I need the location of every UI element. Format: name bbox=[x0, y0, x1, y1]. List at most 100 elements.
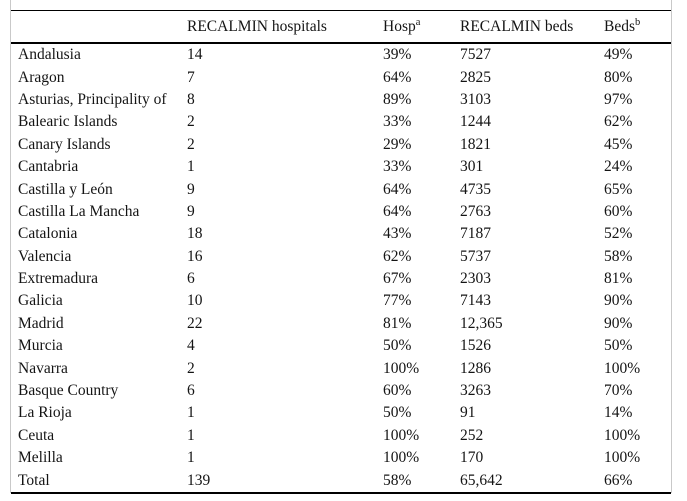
region-cell: Balearic Islands bbox=[18, 113, 118, 131]
value-cell: 10 bbox=[187, 292, 203, 310]
table-row: Canary Islands 2 29% 1821 45% bbox=[11, 134, 671, 156]
value-cell: 2763 bbox=[460, 202, 491, 220]
value-cell: 60% bbox=[383, 382, 412, 400]
table-row: Aragon 7 64% 2825 80% bbox=[11, 66, 671, 88]
value-cell: 43% bbox=[383, 225, 412, 243]
value-cell: 4 bbox=[187, 337, 195, 355]
header-hosp-label: Hosp bbox=[383, 17, 416, 35]
value-cell: 64% bbox=[383, 202, 412, 220]
value-cell: 22 bbox=[187, 314, 203, 332]
table-row: Murcia 4 50% 1526 50% bbox=[11, 335, 671, 357]
value-cell: 50% bbox=[383, 404, 412, 422]
table-row: Balearic Islands 2 33% 1244 62% bbox=[11, 111, 671, 133]
value-cell: 100% bbox=[383, 449, 420, 467]
value-cell: 252 bbox=[460, 426, 484, 444]
value-cell: 1821 bbox=[460, 135, 491, 153]
region-cell: Ceuta bbox=[18, 426, 55, 444]
value-cell: 1 bbox=[187, 404, 195, 422]
value-cell: 67% bbox=[383, 270, 412, 288]
region-cell: Valencia bbox=[18, 247, 72, 265]
value-cell: 2825 bbox=[460, 68, 491, 86]
region-cell: Catalonia bbox=[18, 225, 78, 243]
value-cell: 12,365 bbox=[460, 314, 503, 332]
value-cell: 50% bbox=[383, 337, 412, 355]
value-cell: 24% bbox=[604, 158, 633, 176]
header-beds-label: Beds bbox=[604, 17, 635, 35]
value-cell: 139 bbox=[187, 471, 211, 489]
header-recalmin-hospitals: RECALMIN hospitals bbox=[187, 10, 383, 44]
header-hosp-pct: Hospa bbox=[383, 10, 460, 44]
value-cell: 3103 bbox=[460, 90, 491, 108]
region-cell: Murcia bbox=[18, 337, 63, 355]
value-cell: 170 bbox=[460, 449, 484, 467]
value-cell: 100% bbox=[604, 359, 641, 377]
value-cell: 2 bbox=[187, 113, 195, 131]
value-cell: 50% bbox=[604, 337, 633, 355]
value-cell: 89% bbox=[383, 90, 412, 108]
value-cell: 6 bbox=[187, 270, 195, 288]
table-row: Navarra 2 100% 1286 100% bbox=[11, 357, 671, 379]
value-cell: 100% bbox=[383, 426, 420, 444]
value-cell: 8 bbox=[187, 90, 195, 108]
value-cell: 49% bbox=[604, 46, 633, 64]
region-cell: Canary Islands bbox=[18, 135, 111, 153]
table-row: Valencia 16 62% 5737 58% bbox=[11, 246, 671, 268]
table-body: Andalusia 14 39% 7527 49% Aragon 7 64% 2825 80% As… bbox=[11, 43, 671, 493]
value-cell: 2 bbox=[187, 359, 195, 377]
value-cell: 16 bbox=[187, 247, 203, 265]
header-row: RECALMIN hospitals Hospa RECALMIN beds B… bbox=[11, 10, 671, 44]
value-cell: 7527 bbox=[460, 46, 491, 64]
table-row: Total 139 58% 65,642 66% bbox=[11, 469, 671, 492]
region-cell: Madrid bbox=[18, 314, 64, 332]
value-cell: 90% bbox=[604, 292, 633, 310]
value-cell: 65% bbox=[604, 180, 633, 198]
region-cell: Aragon bbox=[18, 68, 65, 86]
value-cell: 5737 bbox=[460, 247, 491, 265]
value-cell: 64% bbox=[383, 68, 412, 86]
value-cell: 64% bbox=[383, 180, 412, 198]
recalmin-table: RECALMIN hospitals Hospa RECALMIN beds B… bbox=[11, 10, 671, 494]
table-row: Basque Country 6 60% 3263 70% bbox=[11, 380, 671, 402]
region-cell: La Rioja bbox=[18, 404, 72, 422]
value-cell: 1286 bbox=[460, 359, 491, 377]
value-cell: 81% bbox=[604, 270, 633, 288]
value-cell: 58% bbox=[604, 247, 633, 265]
value-cell: 66% bbox=[604, 471, 633, 489]
value-cell: 52% bbox=[604, 225, 633, 243]
value-cell: 3263 bbox=[460, 382, 491, 400]
value-cell: 80% bbox=[604, 68, 633, 86]
region-cell: Melilla bbox=[18, 449, 63, 467]
region-cell: Navarra bbox=[18, 359, 68, 377]
header-region bbox=[11, 10, 187, 44]
header-recalmin-beds: RECALMIN beds bbox=[460, 10, 604, 44]
value-cell: 65,642 bbox=[460, 471, 503, 489]
value-cell: 18 bbox=[187, 225, 203, 243]
value-cell: 58% bbox=[383, 471, 412, 489]
value-cell: 1 bbox=[187, 449, 195, 467]
table-row: Ceuta 1 100% 252 100% bbox=[11, 425, 671, 447]
value-cell: 2 bbox=[187, 135, 195, 153]
table-row: Galicia 10 77% 7143 90% bbox=[11, 290, 671, 312]
value-cell: 77% bbox=[383, 292, 412, 310]
value-cell: 7187 bbox=[460, 225, 491, 243]
value-cell: 90% bbox=[604, 314, 633, 332]
region-cell: Total bbox=[18, 471, 50, 489]
value-cell: 70% bbox=[604, 382, 633, 400]
table-row: La Rioja 1 50% 91 14% bbox=[11, 402, 671, 424]
value-cell: 62% bbox=[604, 113, 633, 131]
table-row: Extremadura 6 67% 2303 81% bbox=[11, 268, 671, 290]
table-row: Cantabria 1 33% 301 24% bbox=[11, 156, 671, 178]
value-cell: 33% bbox=[383, 113, 412, 131]
value-cell: 39% bbox=[383, 46, 412, 64]
header-recalmin-hospitals-label: RECALMIN hospitals bbox=[187, 17, 327, 35]
header-recalmin-beds-label: RECALMIN beds bbox=[460, 17, 574, 35]
region-cell: Basque Country bbox=[18, 382, 119, 400]
value-cell: 81% bbox=[383, 314, 412, 332]
region-cell: Andalusia bbox=[18, 46, 81, 64]
value-cell: 29% bbox=[383, 135, 412, 153]
value-cell: 62% bbox=[383, 247, 412, 265]
region-cell: Asturias, Principality of bbox=[18, 90, 167, 108]
value-cell: 1 bbox=[187, 158, 195, 176]
region-cell: Castilla La Mancha bbox=[18, 202, 140, 220]
footnote-marker-b: b bbox=[635, 16, 641, 28]
